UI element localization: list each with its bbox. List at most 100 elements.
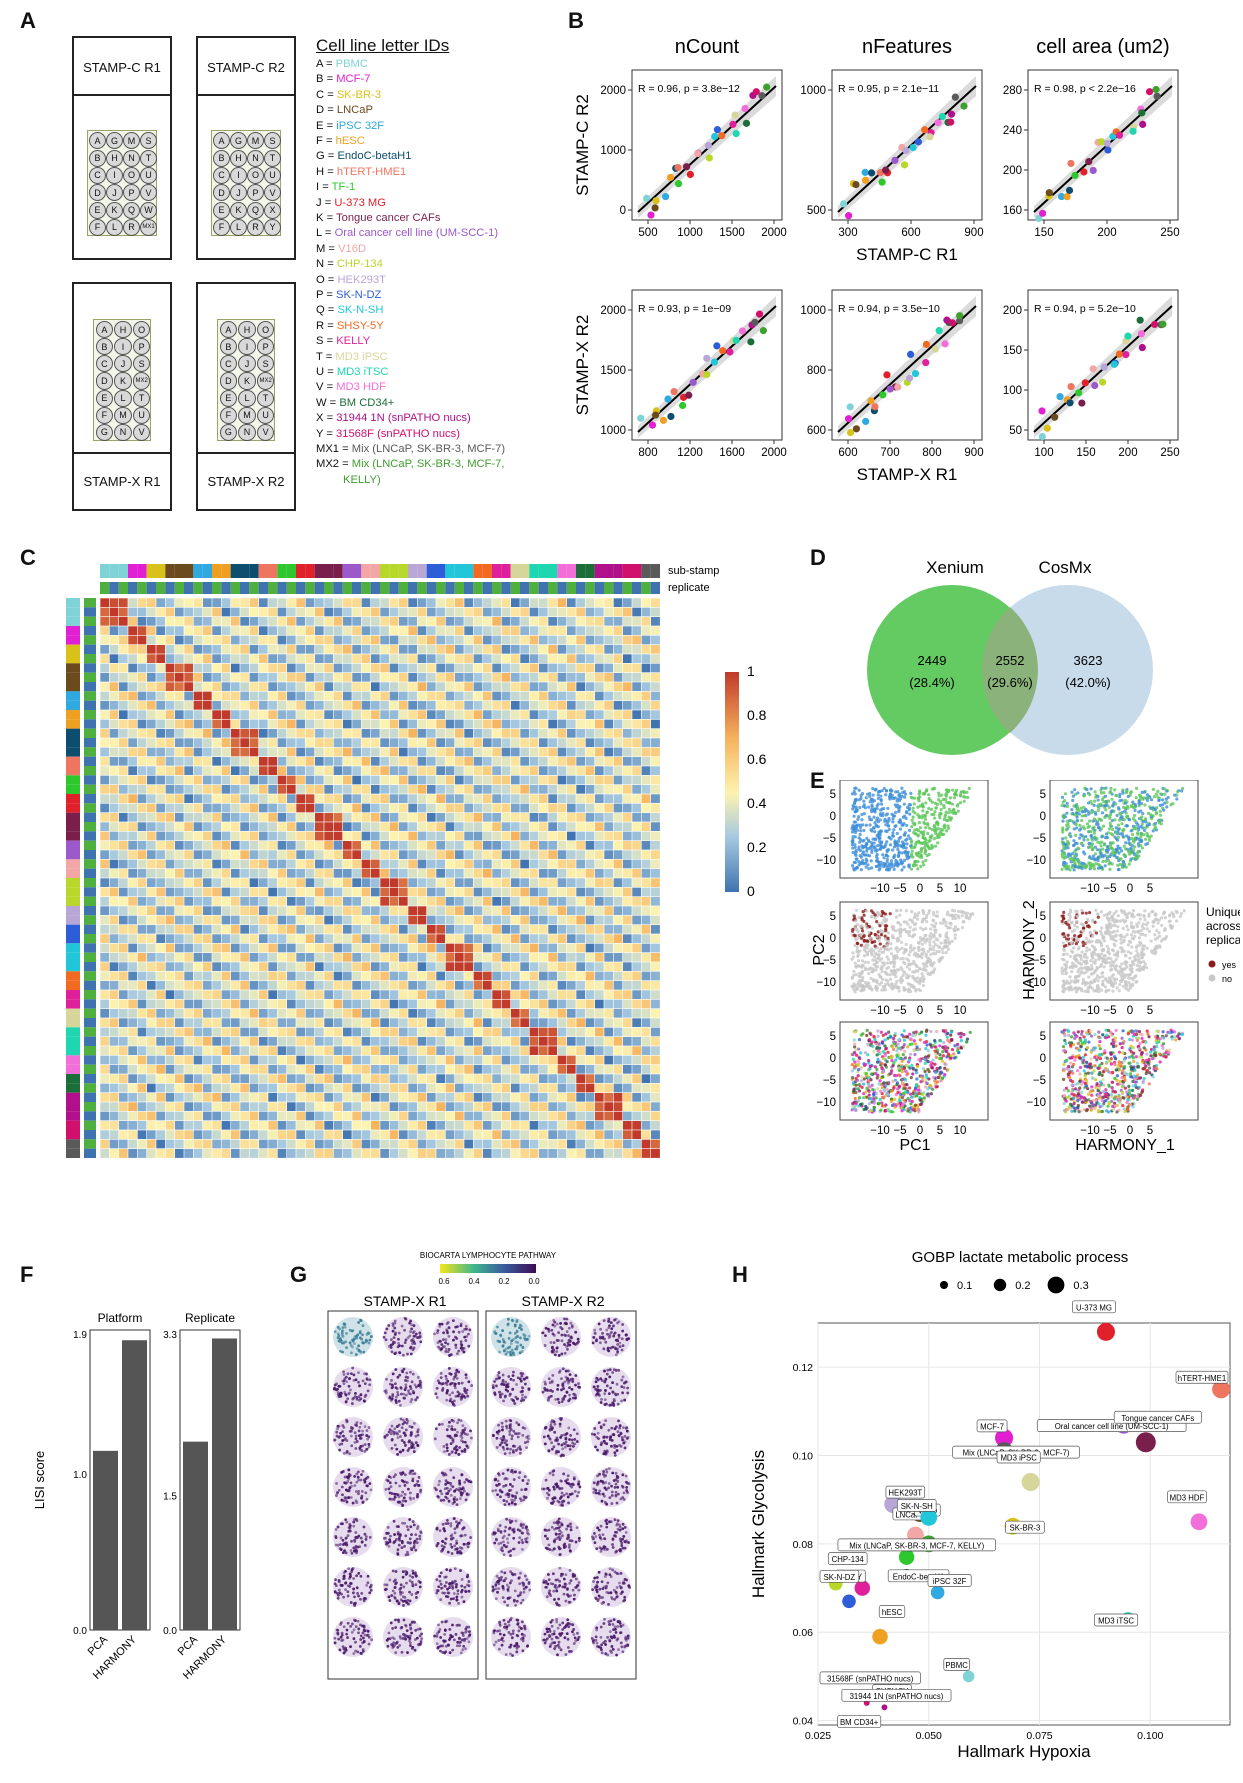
heatmap-cell <box>286 765 297 776</box>
correlation-stat: R = 0.98, p < 2.2e−16 <box>1034 83 1136 95</box>
embedding-point <box>892 828 896 832</box>
heatmap-cell <box>351 1036 362 1047</box>
heatmap-cell <box>277 784 288 795</box>
embedding-point <box>929 836 933 840</box>
heatmap-cell <box>174 700 185 711</box>
heatmap-cell <box>305 681 316 692</box>
heatmap-cell <box>267 924 278 935</box>
heatmap-cell <box>575 999 586 1010</box>
heatmap-cell <box>305 887 316 898</box>
heatmap-cell <box>277 1139 288 1150</box>
heatmap-cell <box>258 663 269 674</box>
heatmap-cell <box>445 943 456 954</box>
heatmap-cell <box>295 756 306 767</box>
legend-entry: I = TF-1 <box>316 181 355 193</box>
heatmap-cell <box>482 653 493 664</box>
heatmap-cell <box>435 971 446 982</box>
heatmap-cell <box>295 1148 306 1159</box>
embedding-point <box>853 843 857 847</box>
heatmap-cell <box>305 607 316 618</box>
heatmap-cell <box>585 961 596 972</box>
heatmap-cell <box>379 681 390 692</box>
heatmap-cell <box>445 1017 456 1028</box>
replicate-annotation <box>193 582 203 594</box>
legend-entry: B = MCF-7 <box>316 73 370 85</box>
heatmap-cell <box>146 719 157 730</box>
heatmap-cell <box>109 1008 120 1019</box>
heatmap-cell <box>510 943 521 954</box>
heatmap-cell <box>501 719 512 730</box>
heatmap-cell <box>109 607 120 618</box>
heatmap-cell <box>127 597 138 608</box>
heatmap-cell <box>193 1148 204 1159</box>
heatmap-cell <box>426 905 437 916</box>
embedding-point <box>905 823 909 828</box>
heatmap-cell <box>202 924 213 935</box>
heatmap-cell <box>426 821 437 832</box>
heatmap-cell <box>631 896 642 907</box>
heatmap-cell <box>211 644 222 655</box>
heatmap-cell <box>221 681 232 692</box>
heatmap-cell <box>99 803 110 814</box>
heatmap-cell <box>557 1083 568 1094</box>
embedding-point <box>861 839 865 843</box>
heatmap-cell <box>594 933 605 944</box>
heatmap-cell <box>538 1120 549 1131</box>
heatmap-cell <box>109 1045 120 1056</box>
heatmap-cell <box>426 980 437 991</box>
well-n: N <box>238 423 256 441</box>
heatmap-cell <box>398 924 409 935</box>
heatmap-cell <box>398 1111 409 1122</box>
heatmap-cell <box>99 1101 110 1112</box>
heatmap-cell <box>267 1027 278 1038</box>
heatmap-cell <box>622 1017 633 1028</box>
heatmap-cell <box>417 719 428 730</box>
heatmap-cell <box>239 700 250 711</box>
substamp-annotation <box>389 564 399 578</box>
heatmap-cell <box>491 943 502 954</box>
heatmap-cell <box>165 1017 176 1028</box>
heatmap-cell <box>193 859 204 870</box>
heatmap-cell <box>603 952 614 963</box>
embedding-point <box>852 814 856 818</box>
embedding-point <box>950 802 955 806</box>
heatmap-cell <box>370 1064 381 1075</box>
heatmap-cell <box>305 784 316 795</box>
heatmap-cell <box>547 849 558 860</box>
heatmap-cell <box>519 616 530 627</box>
heatmap-cell <box>482 1064 493 1075</box>
embedding-point <box>851 835 855 839</box>
heatmap-cell <box>547 672 558 683</box>
heatmap-cell <box>510 1064 521 1075</box>
embedding-point <box>910 849 914 853</box>
substamp-annotation <box>268 564 278 578</box>
heatmap-cell <box>202 1027 213 1038</box>
heatmap-cell <box>641 887 652 898</box>
well-k: K <box>238 372 256 390</box>
venn-count-cosmx-only: 3623 <box>1074 653 1103 668</box>
legend-key: F = <box>316 135 336 147</box>
heatmap-cell <box>501 709 512 720</box>
heatmap-cell <box>641 849 652 860</box>
heatmap-cell <box>202 607 213 618</box>
heatmap-cell <box>286 1120 297 1131</box>
heatmap-cell <box>613 812 624 823</box>
heatmap-cell <box>239 672 250 683</box>
heatmap-cell <box>258 1129 269 1140</box>
heatmap-cell <box>146 775 157 786</box>
embedding-point <box>894 810 898 815</box>
panel-label-g: G <box>290 1262 308 1287</box>
heatmap-cell <box>277 775 288 786</box>
heatmap-cell <box>351 793 362 804</box>
heatmap-cell <box>641 868 652 879</box>
heatmap-cell <box>594 971 605 982</box>
heatmap-cell <box>118 737 129 748</box>
heatmap-cell <box>426 877 437 888</box>
embedding-point <box>856 817 860 821</box>
heatmap-cell <box>267 681 278 692</box>
heatmap-cell <box>398 607 409 618</box>
heatmap-cell <box>650 924 661 935</box>
heatmap-cell <box>407 859 418 870</box>
heatmap-cell <box>613 784 624 795</box>
